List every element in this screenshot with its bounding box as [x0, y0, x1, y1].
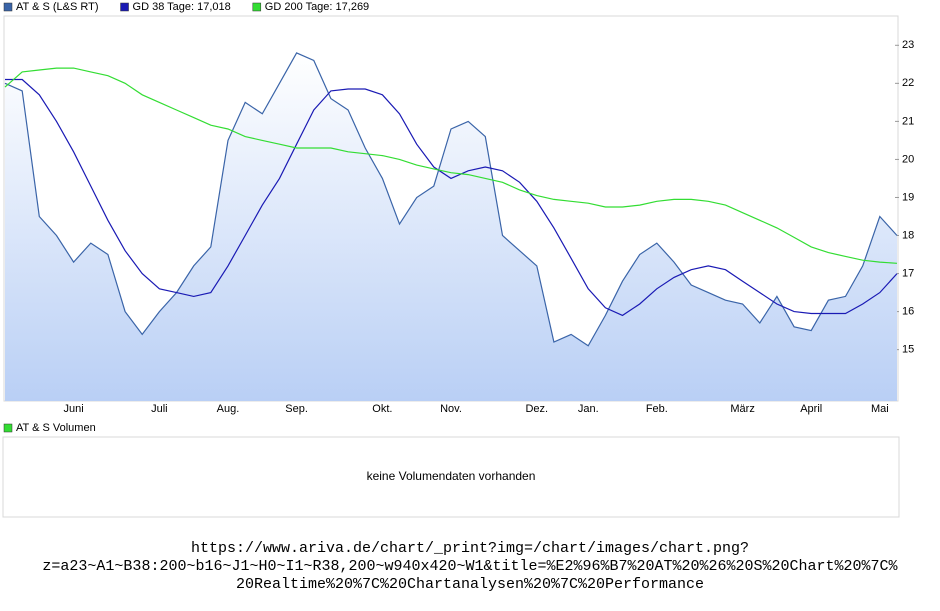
x-tick-label: März	[730, 403, 754, 415]
legend-swatch	[252, 2, 262, 12]
x-tick-label: April	[800, 403, 822, 415]
url-line: z=a23~A1~B38:200~b16~J1~H0~I1~R38,200~w9…	[42, 558, 898, 575]
series-line	[5, 78, 898, 317]
volume-legend-swatch	[3, 423, 13, 433]
x-tick-label: Okt.	[372, 403, 392, 415]
y-tick-label: 20	[902, 153, 914, 165]
x-tick-label: Nov.	[440, 403, 462, 415]
y-tick-label: 18	[902, 229, 914, 241]
legend-label: GD 38 Tage: 17,018	[133, 1, 231, 13]
y-tick-label: 23	[902, 39, 914, 51]
x-tick-label: Juni	[64, 403, 84, 415]
volume-message: keine Volumendaten vorhanden	[367, 469, 536, 483]
x-tick-label: Aug.	[217, 403, 240, 415]
legend-swatch	[3, 2, 13, 12]
legend-label: AT & S (L&S RT)	[16, 1, 99, 13]
price-area	[5, 52, 897, 402]
series-line	[4, 67, 898, 264]
y-tick-label: 17	[902, 267, 914, 279]
url-line: https://www.ariva.de/chart/_print?img=/c…	[191, 540, 749, 557]
x-tick-label: Sep.	[285, 403, 308, 415]
y-tick-label: 15	[902, 344, 914, 356]
x-tick-label: Feb.	[646, 403, 668, 415]
y-tick-label: 16	[902, 306, 914, 318]
y-tick-label: 21	[902, 115, 914, 127]
legend-swatch	[120, 2, 129, 12]
y-tick-label: 22	[902, 77, 914, 89]
y-tick-label: 19	[902, 191, 914, 203]
volume-frame	[2, 436, 900, 518]
x-tick-label: Mai	[871, 403, 889, 415]
series-line	[4, 52, 898, 347]
x-tick-label: Dez.	[525, 403, 548, 415]
legend-label: GD 200 Tage: 17,269	[265, 1, 369, 13]
url-line: 20Realtime%20%7C%20Chartanalysen%20%7C%2…	[236, 576, 704, 593]
x-tick-label: Jan.	[578, 403, 599, 415]
x-tick-label: Juli	[151, 403, 168, 415]
volume-legend: AT & S Volumen	[16, 422, 96, 434]
